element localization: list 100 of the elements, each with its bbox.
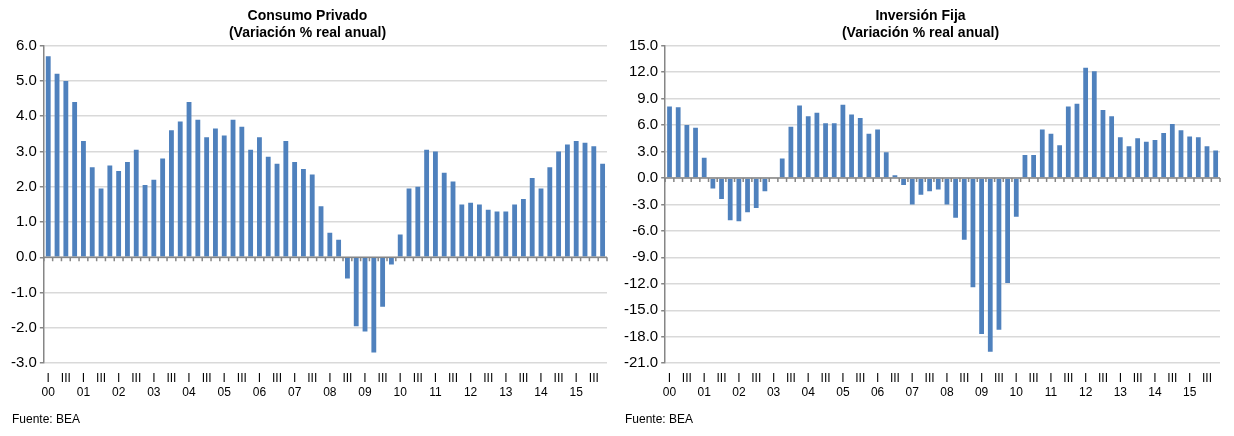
chart-title: Inversión Fija (Variación % real anual) [841,7,1000,41]
bar [476,204,482,257]
bar [1161,132,1167,178]
y-tick-label: -1.0 [10,282,37,300]
bar [719,178,724,200]
x-tick-label: III [131,370,142,385]
bar [336,239,342,257]
x-tick-label: III [342,370,353,385]
x-tick-label: III [588,370,599,385]
y-tick-label: 1.0 [15,212,37,230]
bar [1039,129,1045,178]
bar [433,151,438,257]
bar [953,178,958,218]
bar [591,146,597,257]
y-tick-label: -15.0 [623,300,659,318]
x-tick-label: III [993,370,1004,385]
bar [961,178,967,240]
bar [797,105,802,178]
bar [1065,106,1071,178]
y-tick-label: 3.0 [637,141,659,159]
bar [125,162,130,257]
x-tick-label: I 04 [182,370,197,400]
x-tick-label: III [236,370,247,385]
x-tick-label: I 12 [1078,370,1093,400]
bar [72,102,78,257]
bar [701,157,707,178]
x-tick-label: I 02 [111,370,126,400]
bar [204,137,210,257]
x-tick-label: I 15 [569,370,584,400]
bar [213,128,218,257]
bar [415,186,421,257]
x-tick-label: III [201,370,212,385]
x-tick-label: III [855,370,866,385]
x-tick-label: I 08 [940,370,954,400]
x-tick-label: I 14 [534,370,548,400]
bar [397,234,403,257]
x-tick-label: III [1201,370,1212,385]
bar [512,204,518,257]
y-tick-label: 6.0 [15,35,37,53]
bar [927,178,932,192]
bar [133,149,139,257]
x-tick-label: I 06 [870,370,885,400]
bar [468,202,474,257]
bar [736,178,742,222]
x-tick-label: I 08 [323,370,337,400]
bar [1083,67,1089,178]
y-tick-label: -21.0 [623,353,659,371]
bar [353,258,359,327]
bar [309,174,315,257]
bar [177,121,183,257]
bar [107,165,113,257]
bar [169,130,174,257]
y-tick-label: 4.0 [15,106,37,124]
bar [564,144,570,257]
y-tick-label: -3.0 [632,194,659,212]
source-note: Fuente: BEA [625,412,694,427]
bar [857,117,863,178]
bar [573,140,579,257]
x-tick-label: I 01 [697,370,712,400]
x-tick-label: I 00 [662,370,677,400]
x-tick-label: I 11 [1044,370,1058,400]
bar [1169,124,1175,178]
bar [424,149,430,257]
source-note: Fuente: BEA [12,412,81,427]
x-tick-label: III [518,370,529,385]
x-tick-label: III [1063,370,1074,385]
y-tick-label: -18.0 [623,326,659,344]
bar [81,140,86,257]
bar [116,170,122,257]
bar [883,152,889,178]
bar [520,199,526,257]
x-tick-label: III [820,370,831,385]
y-tick-label: 15.0 [628,35,659,53]
y-tick-label: -3.0 [10,353,37,371]
x-tick-label: III [1132,370,1143,385]
x-tick-label: III [412,370,423,385]
x-tick-label: I 13 [1113,370,1128,400]
bar [675,107,681,178]
bar [1213,150,1219,178]
x-tick-label: III [307,370,318,385]
y-tick-label: -6.0 [632,221,659,239]
x-tick-label: I 05 [836,370,850,400]
bar [823,123,828,178]
bar [1117,137,1123,178]
bar [221,135,227,257]
x-tick-label: III [1097,370,1108,385]
bar [503,211,509,257]
bar [745,178,750,213]
bar [556,151,562,257]
bar [600,163,606,257]
bar [753,178,759,208]
bar [345,258,350,279]
bar [727,178,733,221]
bar [292,162,298,257]
x-tick-label: III [60,370,71,385]
bar [529,177,535,257]
y-tick-label: 3.0 [15,141,37,159]
y-tick-label: 0.0 [15,247,37,265]
bar [195,119,201,257]
bar [239,126,245,257]
